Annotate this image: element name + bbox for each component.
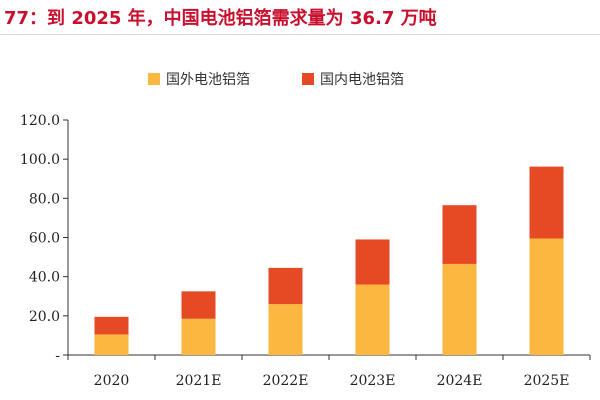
bar-segment-foreign bbox=[181, 318, 216, 355]
bar-segment-domestic bbox=[529, 166, 564, 239]
legend-label-domestic: 国内电池铝箔 bbox=[320, 72, 404, 88]
bar-segment-foreign bbox=[442, 263, 477, 355]
bars bbox=[94, 166, 564, 355]
x-tick-label: 2025E bbox=[524, 373, 570, 389]
title-divider bbox=[0, 34, 600, 35]
y-axis: - 20.0 40.0 60.0 80.0 100.0 120.0 bbox=[20, 113, 69, 364]
page-title: 77：到 2025 年，中国电池铝箔需求量为 36.7 万吨 bbox=[4, 8, 437, 29]
y-tick-label: 80.0 bbox=[29, 191, 60, 207]
y-tick-label: 40.0 bbox=[29, 270, 60, 286]
bar-segment-domestic bbox=[355, 239, 390, 285]
bar-segment-foreign bbox=[355, 284, 390, 355]
bar-segment-domestic bbox=[268, 267, 303, 305]
x-tick-label: 2022E bbox=[263, 373, 309, 389]
x-tick-label: 2024E bbox=[437, 373, 483, 389]
x-tick-label: 2021E bbox=[176, 373, 222, 389]
y-tick-label: - bbox=[55, 348, 60, 364]
legend-swatch-domestic bbox=[302, 73, 314, 85]
y-tick-label: 100.0 bbox=[20, 152, 60, 168]
bar-segment-foreign bbox=[529, 238, 564, 355]
y-tick-label: 20.0 bbox=[29, 309, 60, 325]
bar-segment-domestic bbox=[94, 316, 129, 335]
y-tick-label: 120.0 bbox=[20, 113, 60, 129]
x-tick-label: 2020 bbox=[94, 373, 130, 389]
stacked-bar-chart: 国外电池铝箔 国内电池铝箔 - 20.0 40.0 60.0 80.0 100.0 120.… bbox=[20, 72, 591, 389]
legend-label-foreign: 国外电池铝箔 bbox=[166, 72, 250, 88]
x-tick-label: 2023E bbox=[350, 373, 396, 389]
legend: 国外电池铝箔 国内电池铝箔 bbox=[148, 72, 404, 88]
bar-segment-domestic bbox=[181, 291, 216, 319]
legend-swatch-foreign bbox=[148, 73, 160, 85]
y-tick-label: 60.0 bbox=[29, 231, 60, 247]
bar-segment-foreign bbox=[268, 304, 303, 355]
x-axis: 2020 2021E 2022E 2023E 2024E 2025E bbox=[67, 354, 591, 389]
bar-segment-foreign bbox=[94, 334, 129, 355]
bar-segment-domestic bbox=[442, 205, 477, 264]
